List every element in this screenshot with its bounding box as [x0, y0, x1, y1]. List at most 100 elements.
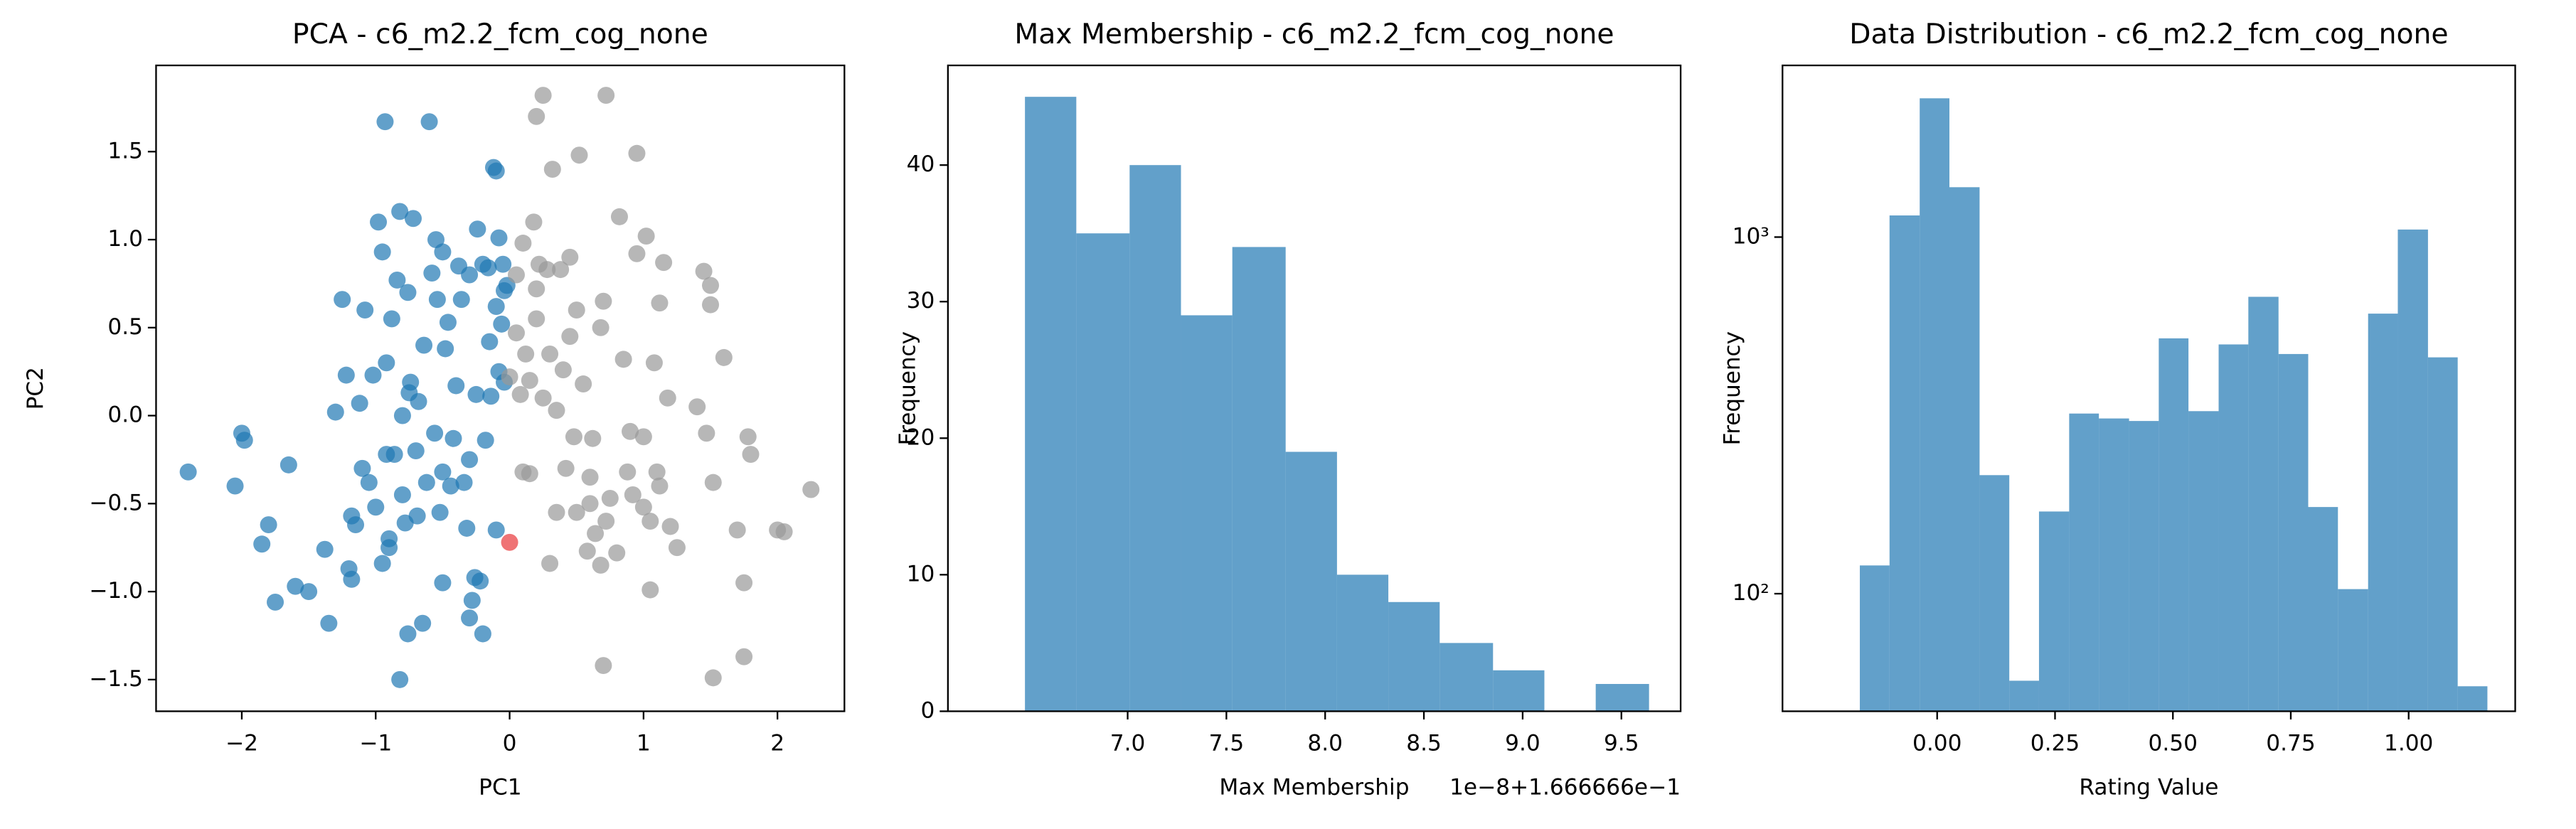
- point: [581, 469, 599, 486]
- point: [463, 592, 481, 609]
- point: [393, 407, 411, 424]
- point: [351, 395, 368, 412]
- point: [742, 446, 760, 463]
- point: [407, 442, 425, 460]
- point: [578, 542, 596, 560]
- x-tick-label: 7.0: [1110, 730, 1146, 756]
- point: [179, 463, 197, 481]
- point: [490, 229, 508, 247]
- point: [728, 521, 746, 539]
- bar: [2038, 511, 2070, 712]
- x-tick-label: 0.75: [2266, 730, 2315, 756]
- point: [493, 315, 511, 333]
- point: [565, 428, 582, 446]
- point: [642, 581, 659, 599]
- point: [447, 377, 465, 395]
- point: [528, 107, 545, 125]
- point: [587, 525, 605, 542]
- point: [548, 402, 565, 419]
- point: [494, 255, 512, 273]
- point: [326, 403, 344, 421]
- point: [595, 657, 612, 675]
- subplot-title: PCA - c6_m2.2_fcm_cog_none: [292, 18, 708, 50]
- bar: [1439, 643, 1494, 712]
- point: [434, 243, 452, 261]
- x-tick-label: 1: [637, 730, 651, 756]
- bar: [2248, 296, 2279, 712]
- subplot: PCA - c6_m2.2_fcm_cog_none PC1 PC2 −2 −1 0 1 2 −…: [23, 18, 846, 801]
- point: [487, 298, 505, 316]
- point: [541, 555, 559, 572]
- point: [619, 463, 637, 481]
- point: [645, 354, 663, 372]
- y-tick-label: −0.5: [89, 490, 143, 515]
- point: [455, 474, 473, 491]
- axes-frame: [155, 64, 846, 712]
- y-tick-label: 0.5: [107, 314, 143, 340]
- point: [622, 422, 639, 440]
- point: [337, 366, 355, 384]
- point: [592, 319, 610, 336]
- point: [343, 570, 361, 588]
- point: [543, 161, 561, 178]
- point: [431, 503, 449, 521]
- point: [501, 533, 518, 551]
- point: [514, 235, 532, 252]
- point: [521, 465, 538, 483]
- x-tick-label: 7.5: [1209, 730, 1245, 756]
- point: [637, 228, 655, 245]
- x-axis-label: PC1: [479, 775, 521, 801]
- point: [472, 572, 489, 590]
- offset-text: 1e−8+1.666666e−1: [1449, 775, 1681, 801]
- point: [415, 336, 433, 354]
- point: [608, 544, 626, 562]
- bar: [2099, 418, 2129, 712]
- y-tick-label: −1.5: [89, 666, 143, 692]
- point: [528, 310, 545, 328]
- x-tick-label: 1.00: [2384, 730, 2433, 756]
- x-axis-label: Rating Value: [2079, 775, 2218, 801]
- point: [280, 456, 297, 474]
- point: [668, 539, 686, 557]
- bar: [2338, 589, 2368, 712]
- point: [501, 368, 518, 386]
- point: [581, 495, 599, 513]
- bar: [2159, 338, 2189, 712]
- point: [373, 555, 391, 572]
- point: [300, 583, 318, 601]
- point: [474, 625, 491, 643]
- point: [445, 429, 462, 447]
- x-axis-label: Max Membership: [1219, 775, 1409, 801]
- x-tick-label: 0.00: [1912, 730, 1962, 756]
- point: [360, 474, 378, 491]
- point: [439, 314, 457, 331]
- bar: [1232, 247, 1286, 712]
- bar: [1949, 187, 1980, 712]
- subplot: Data Distribution - c6_m2.2_fcm_cog_none…: [1720, 18, 2516, 800]
- point: [507, 266, 525, 284]
- point: [511, 385, 529, 403]
- point: [507, 324, 525, 342]
- bar: [2129, 421, 2159, 712]
- point: [651, 477, 669, 495]
- bar: [2368, 314, 2398, 712]
- point: [642, 513, 659, 530]
- x-tick-label: −2: [225, 730, 258, 756]
- y-axis-label: Frequency: [1720, 331, 1745, 445]
- point: [479, 259, 497, 277]
- bar: [1920, 98, 1949, 712]
- point: [391, 670, 409, 688]
- point: [634, 498, 652, 516]
- axes-frame: [947, 64, 1682, 712]
- point: [399, 625, 417, 643]
- bar: [1129, 165, 1181, 712]
- point: [561, 248, 579, 266]
- x-tick-label: 0.25: [2031, 730, 2080, 756]
- point: [525, 213, 543, 231]
- point: [704, 669, 722, 687]
- x-tick-label: 0.50: [2149, 730, 2198, 756]
- point: [260, 516, 277, 533]
- point: [461, 609, 479, 627]
- point: [554, 361, 572, 379]
- point: [595, 292, 612, 310]
